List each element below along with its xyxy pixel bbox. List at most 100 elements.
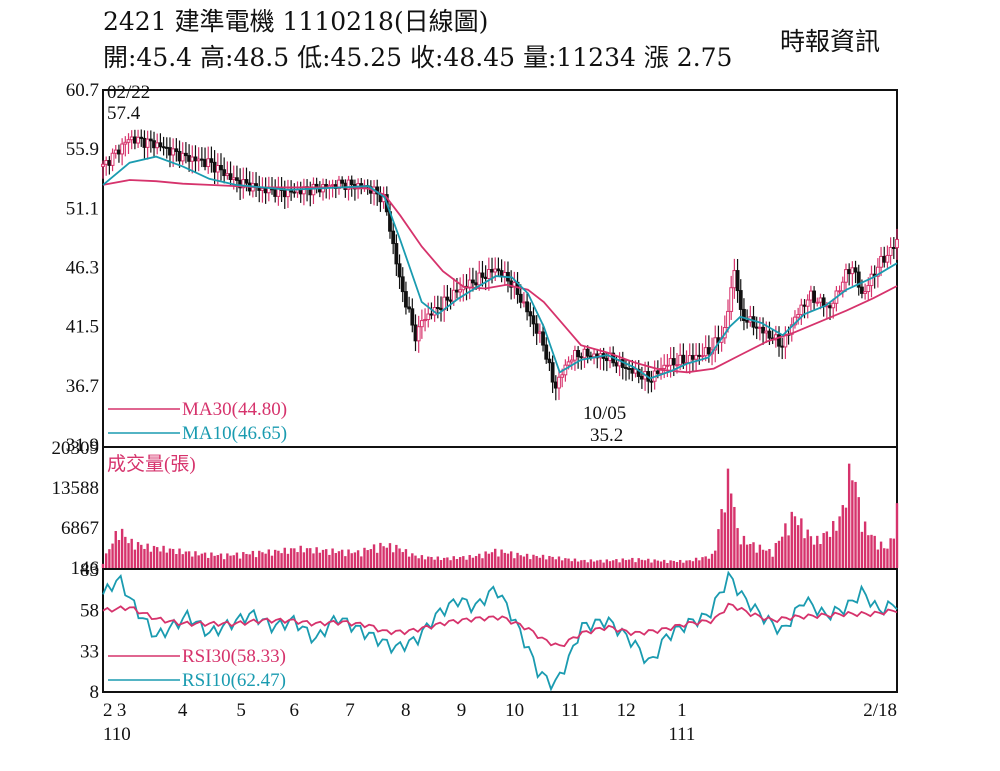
candle-body [888, 246, 893, 256]
candle-body [659, 368, 663, 374]
volume-bar [181, 554, 184, 568]
volume-bar [248, 554, 251, 568]
volume-bar [844, 507, 848, 568]
candle-body [171, 148, 176, 156]
volume-bar [474, 556, 478, 568]
candle-body [474, 282, 478, 286]
candle-body [145, 138, 150, 148]
candle-body [742, 308, 746, 321]
volume-bar [360, 556, 363, 568]
candle-body [349, 179, 354, 186]
volume-axis-tick-label: 13588 [52, 478, 100, 499]
volume-bar [522, 556, 526, 568]
candle-body [665, 364, 670, 367]
volume-bar [321, 549, 325, 568]
candle-body [404, 291, 408, 308]
volume-bar [452, 556, 455, 568]
price-axis-tick-label: 60.7 [66, 80, 99, 101]
candle-body [394, 243, 399, 265]
volume-bar [602, 562, 605, 568]
volume-bar [841, 505, 844, 568]
candle-body [828, 305, 832, 309]
volume-bar [761, 549, 765, 568]
candle-body [863, 291, 868, 294]
candle-body [113, 149, 118, 154]
date-tick-label: 9 [457, 700, 467, 721]
candle-body [228, 173, 233, 181]
candle-body [614, 362, 619, 367]
volume-bar [414, 555, 417, 568]
volume-bar [315, 547, 318, 568]
candle-body [703, 347, 708, 357]
candle-body [729, 287, 734, 312]
volume-bar [149, 551, 153, 568]
volume-bar [114, 531, 117, 568]
volume-bar [305, 548, 309, 568]
price-axis-tick-label: 41.5 [66, 317, 99, 338]
candle-body [215, 165, 220, 173]
volume-bar [184, 551, 188, 568]
volume-bar [583, 559, 586, 568]
candle-body [451, 289, 456, 302]
volume-panel: 20309 13588 6867 146 成交量(張) [52, 438, 899, 579]
volume-bar [171, 548, 175, 568]
volume-bar [605, 559, 609, 568]
candle-body [522, 301, 526, 304]
volume-bar [334, 553, 337, 568]
volume-axis-tick-label: 20309 [52, 438, 100, 459]
volume-bar [796, 525, 800, 568]
candle-body [668, 358, 673, 366]
rsi-axis-tick-label: 33 [80, 641, 99, 662]
candle-body [627, 367, 632, 370]
volume-bar [771, 556, 774, 568]
volume-bar [806, 529, 809, 568]
volume-bar [506, 553, 510, 568]
volume-bar [854, 481, 857, 568]
volume-bar [395, 544, 398, 568]
volume-bar [382, 546, 385, 568]
volume-bar [465, 559, 468, 568]
volume-bar [838, 516, 841, 568]
candle-body [655, 370, 660, 374]
candle-body [853, 267, 858, 273]
candle-body [158, 142, 163, 148]
candle-body [212, 161, 217, 173]
volume-bar [694, 557, 698, 568]
volume-bar [516, 552, 519, 568]
volume-bar [478, 553, 481, 568]
volume-bar [494, 548, 497, 568]
volume-bar [592, 561, 596, 568]
volume-bar [366, 550, 369, 568]
date-tick-label: 7 [345, 700, 355, 721]
candle-body [882, 255, 887, 263]
candle-body [486, 268, 491, 280]
volume-bar [207, 557, 210, 568]
candle-body [636, 368, 641, 377]
candle-body [225, 173, 230, 177]
volume-bar [191, 556, 194, 568]
candle-body [407, 306, 412, 310]
candle-body [493, 268, 498, 273]
volume-bar [631, 557, 634, 568]
candle-body [203, 159, 207, 168]
volume-bar [238, 558, 242, 568]
candle-body [588, 355, 593, 358]
volume-bar [165, 552, 168, 568]
volume-bar [564, 558, 567, 568]
date-tick-label: 2 [103, 700, 113, 721]
candle-body [439, 307, 443, 311]
volume-bar [328, 554, 331, 568]
candle-body [895, 239, 899, 249]
volume-bar [462, 556, 465, 568]
candle-body [435, 307, 440, 310]
candle-body [177, 150, 182, 162]
candle-body [866, 285, 871, 293]
volume-axis-tick-label: 6867 [61, 518, 99, 539]
candle-body [123, 141, 128, 145]
candle-body [678, 354, 683, 366]
volume-bar [892, 538, 896, 568]
volume-bar [500, 549, 503, 568]
volume-bar [666, 562, 669, 568]
volume-bar [726, 468, 730, 568]
candle-body [547, 358, 552, 364]
